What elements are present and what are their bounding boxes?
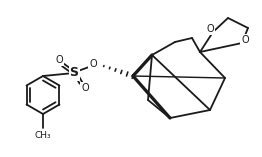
Text: O: O xyxy=(81,83,89,93)
Text: O: O xyxy=(206,24,214,34)
Text: CH₃: CH₃ xyxy=(35,131,51,140)
Text: S: S xyxy=(69,67,79,79)
Text: O: O xyxy=(55,55,63,65)
Text: O: O xyxy=(241,35,249,45)
Text: O: O xyxy=(89,59,97,69)
